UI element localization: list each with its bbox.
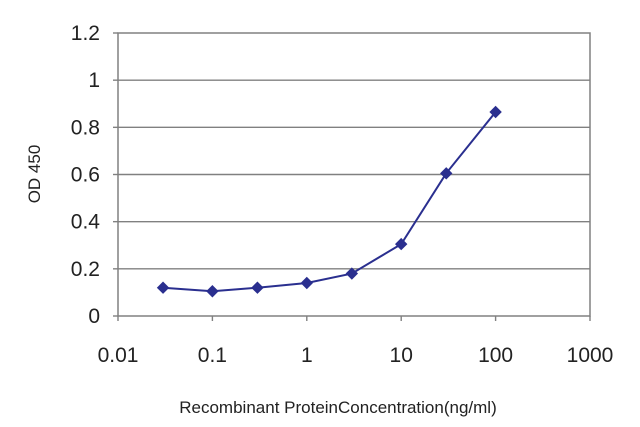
data-point bbox=[206, 285, 219, 298]
data-point bbox=[300, 276, 314, 290]
data-point bbox=[440, 167, 453, 180]
data-point bbox=[489, 105, 502, 119]
data-point bbox=[394, 237, 408, 251]
x-axis-label: Recombinant ProteinConcentration(ng/ml) bbox=[179, 398, 497, 417]
x-tick-label: 1 bbox=[301, 344, 313, 367]
y-tick-label: 0.2 bbox=[71, 258, 100, 281]
y-tick-label: 0.4 bbox=[71, 211, 101, 234]
x-tick-label: 100 bbox=[478, 344, 513, 367]
x-tick-label: 10 bbox=[390, 344, 413, 367]
gridlines bbox=[118, 79, 590, 270]
y-tick-label: 0.6 bbox=[71, 164, 100, 187]
series-line bbox=[162, 111, 497, 293]
y-tick-label: 1 bbox=[88, 69, 100, 92]
y-axis-label: OD 450 bbox=[25, 145, 44, 204]
x-tick-label: 0.1 bbox=[198, 344, 227, 367]
x-tick-label: 0.01 bbox=[98, 344, 139, 367]
series bbox=[156, 105, 502, 298]
y-tick-label: 0.8 bbox=[71, 116, 100, 139]
axis-ticks: 0 0.2 0.4 0.6 0.8 1 1.2 0.01 0.1 1 10 100 1000 bbox=[71, 22, 614, 367]
y-tick-label: 1.2 bbox=[71, 22, 100, 45]
y-tick-label: 0 bbox=[88, 305, 100, 328]
x-tick-label: 1000 bbox=[567, 344, 614, 367]
data-point bbox=[345, 267, 359, 280]
data-point bbox=[156, 281, 170, 294]
data-point bbox=[251, 281, 264, 294]
